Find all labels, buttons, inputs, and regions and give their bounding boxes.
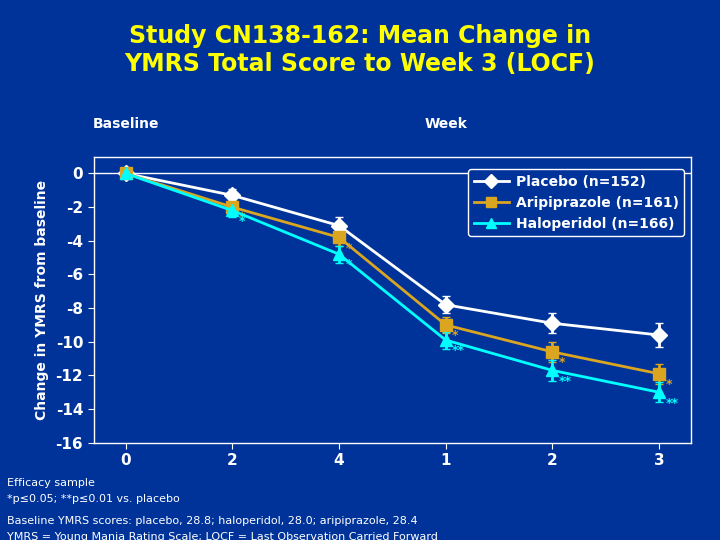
Text: **: ** (665, 396, 678, 409)
Text: Efficacy sample: Efficacy sample (7, 478, 95, 488)
Text: Baseline YMRS scores: placebo, 28.8; haloperidol, 28.0; aripiprazole, 28.4: Baseline YMRS scores: placebo, 28.8; hal… (7, 516, 418, 526)
Y-axis label: Change in YMRS from baseline: Change in YMRS from baseline (35, 180, 49, 420)
Text: **: ** (452, 345, 465, 357)
Text: *: * (239, 211, 246, 224)
Text: *: * (346, 259, 352, 272)
Text: Study CN138-162: Mean Change in
YMRS Total Score to Week 3 (LOCF): Study CN138-162: Mean Change in YMRS Tot… (125, 24, 595, 76)
Legend: Placebo (n=152), Aripiprazole (n=161), Haloperidol (n=166): Placebo (n=152), Aripiprazole (n=161), H… (469, 169, 684, 237)
Text: Week: Week (424, 117, 467, 131)
Text: Baseline: Baseline (92, 117, 159, 131)
Text: *: * (559, 356, 565, 369)
Text: **: ** (559, 375, 572, 388)
Text: *p≤0.05; **p≤0.01 vs. placebo: *p≤0.05; **p≤0.01 vs. placebo (7, 494, 180, 504)
Text: *: * (452, 329, 459, 342)
Text: *: * (346, 241, 352, 255)
Text: *: * (665, 378, 672, 391)
Text: YMRS = Young Mania Rating Scale; LOCF = Last Observation Carried Forward: YMRS = Young Mania Rating Scale; LOCF = … (7, 532, 438, 540)
Text: *: * (239, 215, 246, 228)
